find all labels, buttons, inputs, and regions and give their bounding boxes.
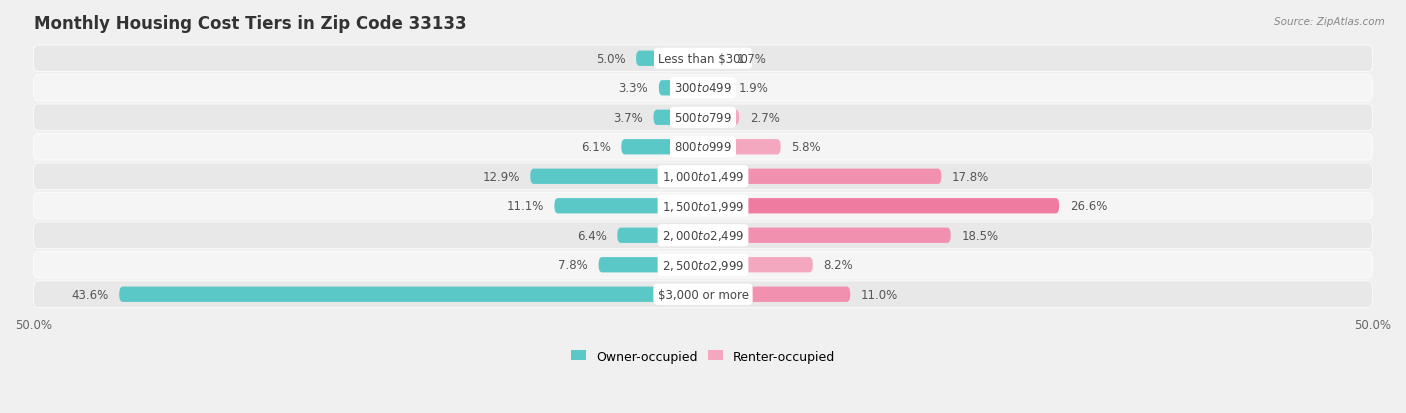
FancyBboxPatch shape (703, 169, 942, 185)
FancyBboxPatch shape (530, 169, 703, 185)
FancyBboxPatch shape (617, 228, 703, 243)
Text: Less than $300: Less than $300 (658, 52, 748, 66)
FancyBboxPatch shape (599, 257, 703, 273)
Text: 5.0%: 5.0% (596, 52, 626, 66)
FancyBboxPatch shape (34, 46, 1372, 72)
Text: 1.9%: 1.9% (740, 82, 769, 95)
FancyBboxPatch shape (659, 81, 703, 96)
FancyBboxPatch shape (703, 140, 780, 155)
FancyBboxPatch shape (34, 223, 1372, 249)
Text: 8.2%: 8.2% (824, 259, 853, 272)
FancyBboxPatch shape (654, 110, 703, 126)
Text: $1,500 to $1,999: $1,500 to $1,999 (662, 199, 744, 213)
Text: 17.8%: 17.8% (952, 170, 990, 183)
Text: $800 to $999: $800 to $999 (673, 141, 733, 154)
Text: Monthly Housing Cost Tiers in Zip Code 33133: Monthly Housing Cost Tiers in Zip Code 3… (34, 15, 467, 33)
FancyBboxPatch shape (34, 252, 1372, 278)
FancyBboxPatch shape (34, 134, 1372, 161)
Text: $2,000 to $2,499: $2,000 to $2,499 (662, 229, 744, 243)
Text: $1,000 to $1,499: $1,000 to $1,499 (662, 170, 744, 184)
Text: 11.1%: 11.1% (506, 200, 544, 213)
FancyBboxPatch shape (554, 199, 703, 214)
Text: $500 to $799: $500 to $799 (673, 112, 733, 124)
Text: $3,000 or more: $3,000 or more (658, 288, 748, 301)
FancyBboxPatch shape (703, 110, 740, 126)
FancyBboxPatch shape (703, 257, 813, 273)
FancyBboxPatch shape (34, 281, 1372, 308)
Text: 2.7%: 2.7% (749, 112, 780, 124)
Text: $300 to $499: $300 to $499 (673, 82, 733, 95)
FancyBboxPatch shape (621, 140, 703, 155)
Text: 1.7%: 1.7% (737, 52, 766, 66)
Text: 26.6%: 26.6% (1070, 200, 1108, 213)
FancyBboxPatch shape (703, 81, 728, 96)
Text: $2,500 to $2,999: $2,500 to $2,999 (662, 258, 744, 272)
FancyBboxPatch shape (636, 52, 703, 67)
Text: 6.4%: 6.4% (576, 229, 606, 242)
FancyBboxPatch shape (34, 193, 1372, 219)
FancyBboxPatch shape (703, 52, 725, 67)
Text: 43.6%: 43.6% (72, 288, 108, 301)
FancyBboxPatch shape (703, 199, 1059, 214)
Text: 5.8%: 5.8% (792, 141, 821, 154)
Text: Source: ZipAtlas.com: Source: ZipAtlas.com (1274, 17, 1385, 26)
Text: 11.0%: 11.0% (860, 288, 898, 301)
Legend: Owner-occupied, Renter-occupied: Owner-occupied, Renter-occupied (567, 345, 839, 368)
Text: 18.5%: 18.5% (962, 229, 998, 242)
FancyBboxPatch shape (703, 228, 950, 243)
Text: 3.3%: 3.3% (619, 82, 648, 95)
Text: 7.8%: 7.8% (558, 259, 588, 272)
Text: 6.1%: 6.1% (581, 141, 610, 154)
FancyBboxPatch shape (34, 75, 1372, 102)
FancyBboxPatch shape (703, 287, 851, 302)
FancyBboxPatch shape (120, 287, 703, 302)
FancyBboxPatch shape (34, 105, 1372, 131)
Text: 12.9%: 12.9% (482, 170, 520, 183)
FancyBboxPatch shape (34, 164, 1372, 190)
Text: 3.7%: 3.7% (613, 112, 643, 124)
